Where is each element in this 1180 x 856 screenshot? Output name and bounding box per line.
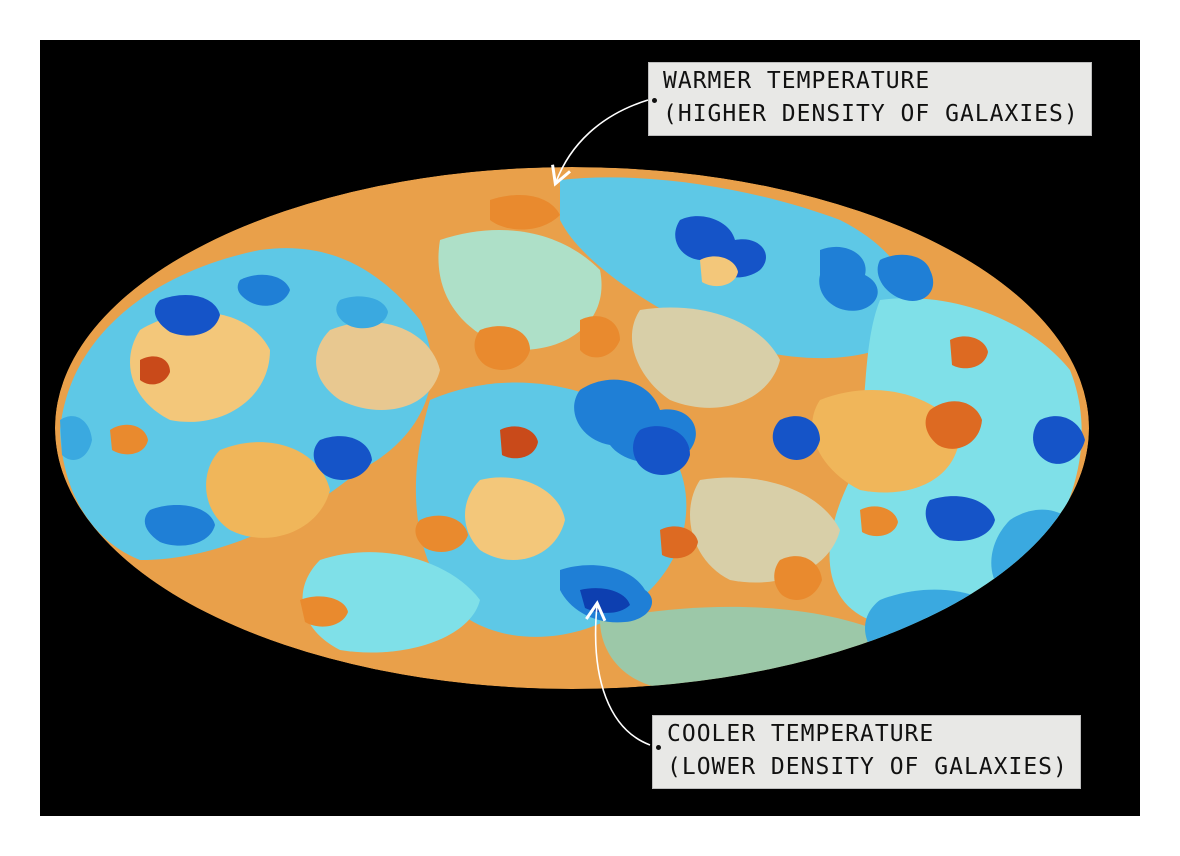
warmer-label-pin-dot <box>652 98 657 103</box>
cooler-temperature-label: COOLER TEMPERATURE (LOWER DENSITY OF GAL… <box>652 715 1081 789</box>
temperature-fluctuation-map <box>55 167 1089 689</box>
warmer-label-line1: WARMER TEMPERATURE <box>663 68 931 94</box>
warmer-temperature-label: WARMER TEMPERATURE (HIGHER DENSITY OF GA… <box>648 62 1092 136</box>
warmer-label-line2: (HIGHER DENSITY OF GALAXIES) <box>663 101 1079 127</box>
cooler-label-line2: (LOWER DENSITY OF GALAXIES) <box>667 754 1068 780</box>
cooler-arrow <box>585 600 651 746</box>
cooler-label-pin-dot <box>656 745 661 750</box>
cooler-label-line1: COOLER TEMPERATURE <box>667 721 935 747</box>
warmer-arrow <box>551 99 649 187</box>
